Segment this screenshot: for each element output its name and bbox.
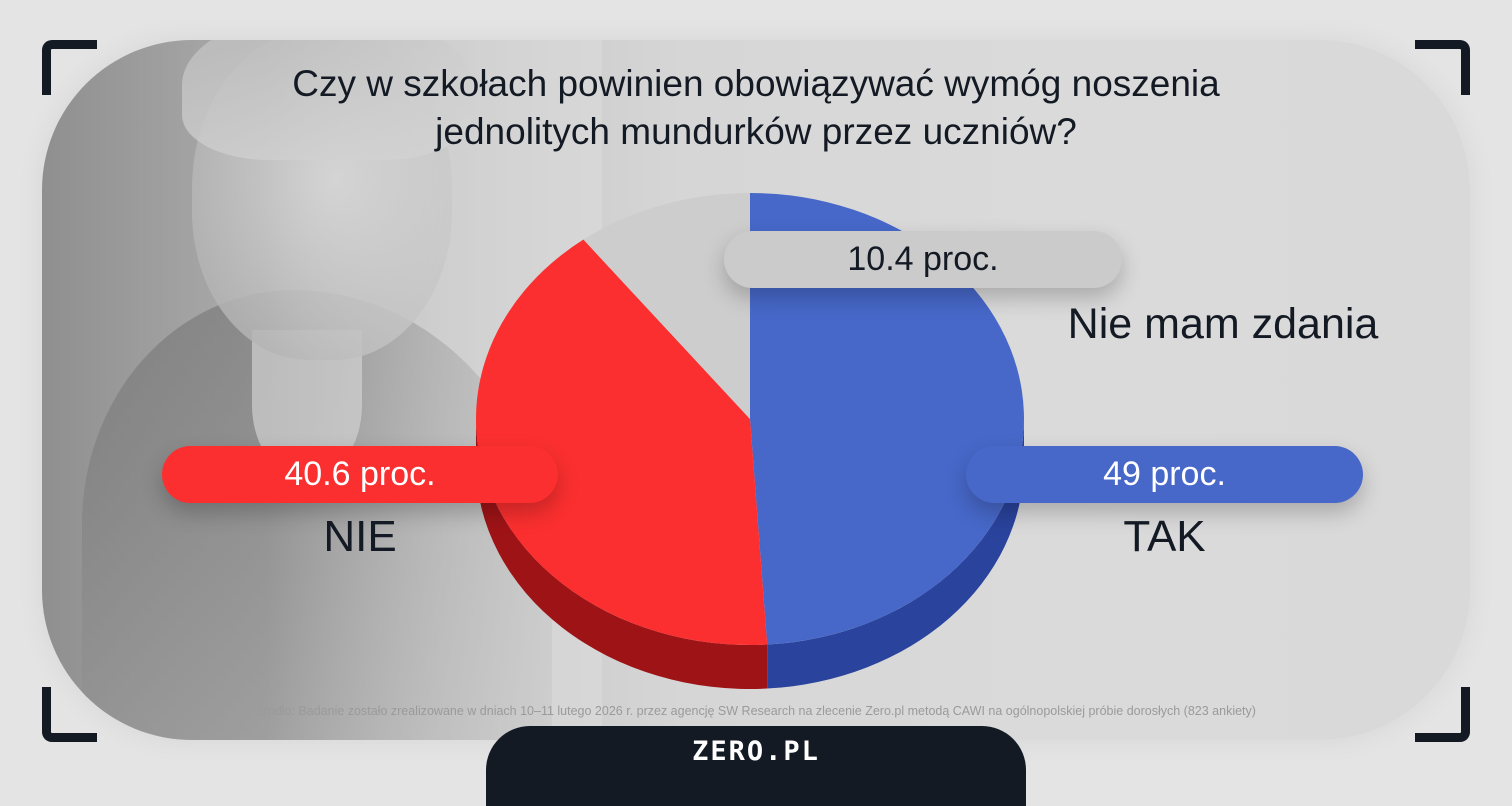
- value-label-nie-mam-zdania: 10.4 proc.: [724, 231, 1122, 288]
- pie-chart: [476, 193, 1024, 689]
- value-label-nie: 40.6 proc.: [162, 446, 558, 503]
- source-note: Źródło: Badanie zostało zrealizowane w d…: [256, 704, 1256, 718]
- pie-slice-tak: [750, 193, 1024, 645]
- category-label-tak: TAK: [1123, 512, 1206, 561]
- brand-logo: ZERO.PL: [692, 736, 820, 767]
- corner-bracket-bottom-right: [1415, 687, 1470, 742]
- chart-title: Czy w szkołach powinien obowiązywać wymó…: [292, 63, 1220, 152]
- value-label-tak: 49 proc.: [966, 446, 1363, 503]
- category-label-nie: NIE: [323, 512, 397, 561]
- pie-side-tak: [767, 419, 1024, 689]
- corner-bracket-bottom-left: [42, 687, 97, 742]
- pie-slice-nie-mam-zdania: [583, 193, 750, 419]
- corner-bracket-top-right: [1415, 40, 1470, 95]
- corner-bracket-top-left: [42, 40, 97, 95]
- brand-bar: ZERO.PL: [486, 726, 1026, 806]
- pie-side-nie: [476, 419, 768, 689]
- pie-slice-nie: [476, 239, 768, 645]
- category-label-nie-mam-zdania: Nie mam zdania: [1067, 300, 1379, 348]
